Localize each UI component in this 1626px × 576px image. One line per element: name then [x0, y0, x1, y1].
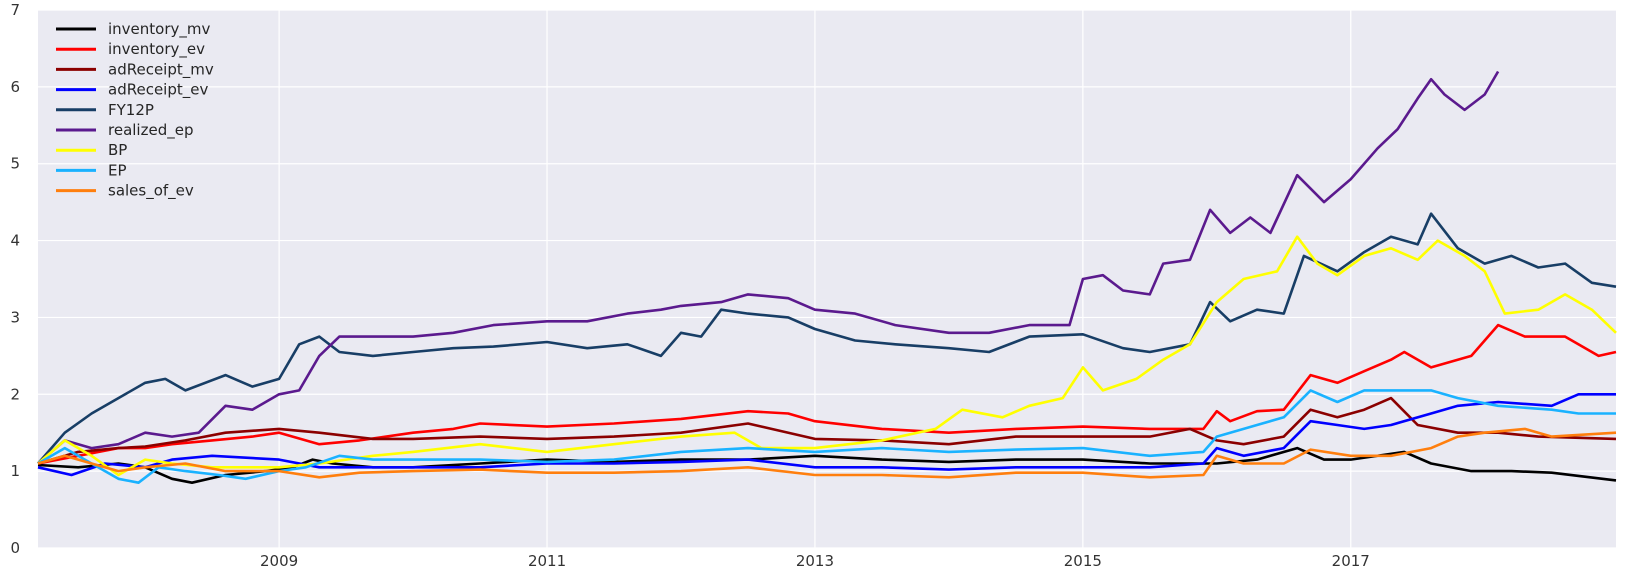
y-tick-label: 3 [10, 308, 20, 326]
x-tick-label: 2015 [1064, 552, 1102, 570]
x-tick-label: 2009 [260, 552, 298, 570]
y-tick-label: 4 [10, 232, 20, 250]
y-axis-tick-labels: 0 1 2 3 4 5 6 7 [10, 1, 20, 557]
legend-label: adReceipt_mv [108, 60, 214, 79]
x-axis-tick-labels: 2009 2011 2013 2015 2017 [260, 552, 1370, 570]
gridlines [38, 9, 1616, 549]
series-lines [37, 70, 1617, 484]
series-line-ep [37, 389, 1616, 484]
series-line-realized-ep [37, 70, 1500, 465]
y-tick-label: 2 [10, 385, 20, 403]
legend-label: sales_of_ev [108, 182, 194, 201]
series-line-adreceipt-mv [37, 396, 1617, 465]
y-tick-label: 6 [10, 78, 20, 96]
series-line-adreceipt-ev [37, 393, 1616, 477]
y-tick-label: 0 [10, 539, 20, 557]
series-line-inventory-ev [37, 323, 1617, 465]
legend-label: inventory_mv [108, 20, 211, 39]
series-line-fy12p [37, 212, 1617, 465]
legend-label: BP [108, 141, 127, 159]
series-line-bp [37, 235, 1617, 477]
legend-label: realized_ep [108, 121, 193, 140]
series-line-sales-of-ev [37, 427, 1617, 479]
legend-label: inventory_ev [108, 40, 205, 59]
x-tick-label: 2011 [528, 552, 566, 570]
x-tick-label: 2013 [796, 552, 834, 570]
legend-label: adReceipt_ev [108, 81, 208, 100]
y-tick-label: 5 [10, 155, 20, 173]
x-tick-label: 2017 [1332, 552, 1370, 570]
y-tick-label: 1 [10, 462, 20, 480]
legend-label: EP [108, 161, 127, 179]
y-tick-label: 7 [10, 1, 20, 19]
legend-label: FY12P [108, 101, 154, 119]
